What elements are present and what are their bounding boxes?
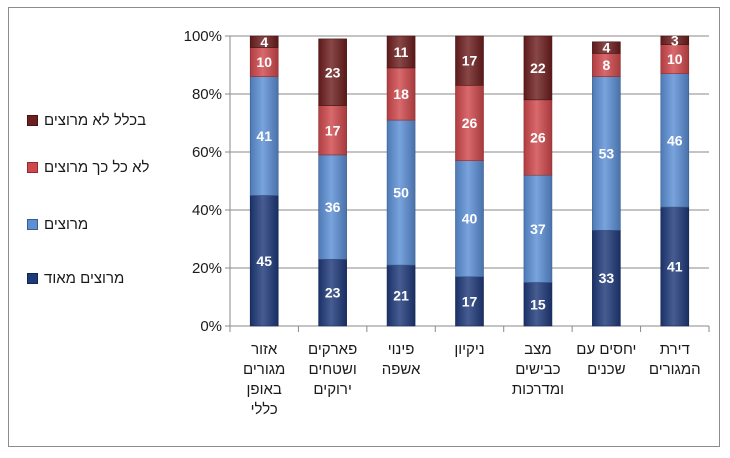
data-label: 18 <box>393 86 409 102</box>
y-tick-label: 80% <box>192 86 222 103</box>
bar-segment <box>660 35 690 45</box>
data-label: 8 <box>602 57 610 73</box>
bar-segment <box>318 38 347 106</box>
chart-legend: בכלל לא מרוצים לא כל כך מרוצים מרוצים מרוצי… <box>27 8 177 308</box>
data-label: 45 <box>256 253 272 269</box>
data-label: 17 <box>462 53 478 69</box>
bar-segment <box>249 35 279 48</box>
y-tick-label: 20% <box>192 260 222 277</box>
data-label: 17 <box>325 122 341 138</box>
category-label: דירת המגורים <box>648 341 701 378</box>
data-label: 17 <box>462 293 478 309</box>
chart-frame: 0% 20% 40% 60% 80% 100% 45 41 10 4 23 36 17 23 21 50 18 1… <box>8 7 720 447</box>
data-label: 36 <box>325 199 341 215</box>
bar-segment <box>318 154 347 260</box>
bar-segment <box>318 259 347 327</box>
legend-item: מרוצים <box>27 212 177 236</box>
bar-segment <box>592 230 621 327</box>
bar-segment <box>592 76 621 231</box>
data-label: 33 <box>599 270 615 286</box>
y-tick-label: 100% <box>184 28 222 45</box>
data-label: 21 <box>393 288 409 304</box>
category-label: יחסים עם שכנים <box>576 341 637 378</box>
bar-segment <box>523 174 553 283</box>
bar-segment <box>660 206 690 327</box>
bar-segment <box>386 67 416 121</box>
legend-label: לא כל כך מרוצים <box>44 158 150 176</box>
bar-segment <box>318 105 347 156</box>
y-tick-label: 60% <box>192 144 222 161</box>
legend-swatch <box>27 218 38 230</box>
bar-segment <box>386 264 416 327</box>
legend-label: מרוצים <box>44 215 89 233</box>
bar-segment <box>386 35 416 69</box>
data-label: 4 <box>260 34 268 50</box>
legend-swatch <box>27 272 38 284</box>
legend-swatch <box>27 161 38 173</box>
bar-segment <box>386 119 416 266</box>
legend-label: בכלל לא מרוצים <box>44 111 147 129</box>
y-tick-label: 40% <box>192 202 222 219</box>
bar-segment <box>455 35 484 86</box>
legend-label: מרוצים מאוד <box>44 269 125 287</box>
legend-item: מרוצים מאוד <box>27 266 177 290</box>
bar-segment <box>523 99 553 176</box>
data-label: 37 <box>530 221 546 237</box>
data-label: 26 <box>530 130 546 146</box>
y-tick-label: 0% <box>200 318 222 335</box>
data-label: 4 <box>602 40 610 56</box>
legend-swatch <box>27 114 38 126</box>
data-label: 15 <box>530 296 546 312</box>
data-label: 41 <box>256 128 272 144</box>
category-label: פינוי אשפה <box>381 341 421 378</box>
data-label: 3 <box>671 32 679 48</box>
category-label: מצב כבישים ומדרכות <box>511 341 565 398</box>
data-label: 10 <box>256 54 272 70</box>
data-label: 50 <box>393 185 409 201</box>
data-label: 22 <box>530 60 546 76</box>
bar-segment <box>523 35 553 101</box>
stacked-bar-chart: 0% 20% 40% 60% 80% 100% 45 41 10 4 23 36 17 23 21 50 18 1… <box>184 28 710 335</box>
legend-item: לא כל כך מרוצים <box>27 155 177 179</box>
legend-item: בכלל לא מרוצים <box>27 108 177 132</box>
data-label: 40 <box>462 211 478 227</box>
data-label: 46 <box>667 132 683 148</box>
data-label: 11 <box>394 44 409 60</box>
bar-segment <box>249 195 279 327</box>
data-label: 23 <box>325 64 341 80</box>
category-label: ניקיון <box>454 341 485 358</box>
data-label: 53 <box>599 145 615 161</box>
data-label: 23 <box>325 285 341 301</box>
category-label: אזור מגורים באופן כללי <box>243 341 286 418</box>
bar-segment <box>523 282 553 327</box>
data-label: 41 <box>667 259 683 275</box>
data-label: 26 <box>462 115 478 131</box>
category-label: פארקים ושטחים ירוקים <box>308 341 358 398</box>
data-label: 10 <box>667 51 683 67</box>
bar-segment <box>592 41 621 54</box>
bar-segment <box>455 85 484 162</box>
